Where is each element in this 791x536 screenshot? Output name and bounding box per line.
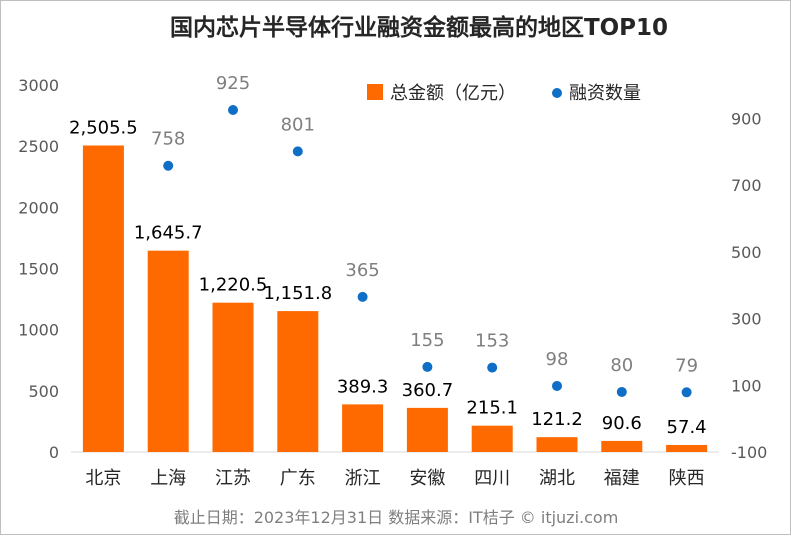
count-data-label: 155 [410,330,444,351]
bar [212,302,254,452]
category-label: 北京 [85,468,121,489]
count-data-label: 925 [216,73,250,94]
scatter-point [292,146,303,157]
category-label: 上海 [150,468,186,489]
x-axis: 北京 上海 江苏 广东 浙江 安徽 四川 湖北 福建 陕西 [71,451,719,489]
count-data-label: 365 [345,260,379,281]
left-axis-tick-label: 500 [28,382,59,401]
right-axis-tick-label: 300 [731,310,762,329]
right-axis-tick-label: 900 [731,109,762,128]
bar-series: 2,505.5 1,645.7 1,220.51,151.8 389.3 360.7 21… [69,117,708,452]
scatter-point [487,362,498,373]
scatter-point [228,105,238,116]
legend: 总金额（亿元） 融资数量 [367,83,641,104]
bar [147,250,189,452]
legend-bar-label: 总金额（亿元） [390,83,516,104]
left-y-axis: 0 500 1000 1500 2000 2500 3000 [18,76,59,462]
scatter-point [357,291,368,302]
category-label: 四川 [474,468,510,489]
category-label: 浙江 [345,468,381,489]
right-axis-tick-label: 100 [731,376,762,395]
left-axis-tick-label: 2500 [18,137,59,156]
category-label: 福建 [604,468,640,489]
legend-scatter-swatch [552,88,562,98]
count-data-label: 758 [151,129,185,150]
bar [82,145,124,452]
bar-data-label: 57.4 [667,417,707,438]
left-axis-tick-label: 2000 [18,198,59,217]
count-data-label: 79 [675,355,698,376]
bar-data-label: 360.7 [402,380,454,401]
legend-scatter-label: 融资数量 [569,83,641,104]
bar [536,437,578,452]
right-y-axis: -100 100 300 500 700 900 [731,109,767,462]
category-label: 广东 [280,468,316,489]
category-label: 湖北 [539,468,575,489]
bar-data-label: 215.1 [466,398,518,419]
left-axis-tick-label: 1000 [18,321,59,340]
left-axis-tick-label: 1500 [18,260,59,279]
count-data-label: 98 [546,349,569,370]
bar-data-label: 121.2 [531,409,583,430]
bar-data-label: 90.6 [602,413,642,434]
source-note: 截止日期：2023年12月31日 数据来源：IT桔子 © itjuzi.com [174,508,619,527]
legend-bar-swatch [367,84,383,100]
bar [406,407,448,452]
bar [342,404,384,452]
bar [601,440,643,452]
left-axis-tick-label: 0 [49,443,59,462]
category-label: 安徽 [409,468,445,489]
scatter-series: 461758925801365155153988079 [86,73,698,398]
bar-data-label: 1,645.7 [134,223,203,244]
bar [471,425,513,452]
count-data-label: 153 [475,331,509,352]
category-label: 江苏 [215,468,251,489]
chart-title: 国内芯片半导体行业融资金额最高的地区TOP10 [170,14,668,41]
right-axis-tick-label: 700 [731,176,762,195]
category-label: 陕西 [669,468,705,489]
bar-data-label: 2,505.5 [69,117,138,138]
bar-data-label: 1,151.8 [263,283,332,304]
scatter-point [163,160,174,171]
count-data-label: 801 [281,114,315,135]
right-axis-tick-label: -100 [731,443,767,462]
scatter-point [552,380,562,391]
scatter-point [422,361,433,372]
scatter-point [681,387,692,398]
bar-data-label: 389.3 [337,376,389,397]
right-axis-tick-label: 500 [731,243,762,262]
count-data-label: 80 [610,355,633,376]
bar [277,311,319,452]
bar [666,444,708,452]
bar-data-label: 1,220.5 [199,275,268,296]
left-axis-tick-label: 3000 [18,76,59,95]
scatter-point [616,386,627,397]
